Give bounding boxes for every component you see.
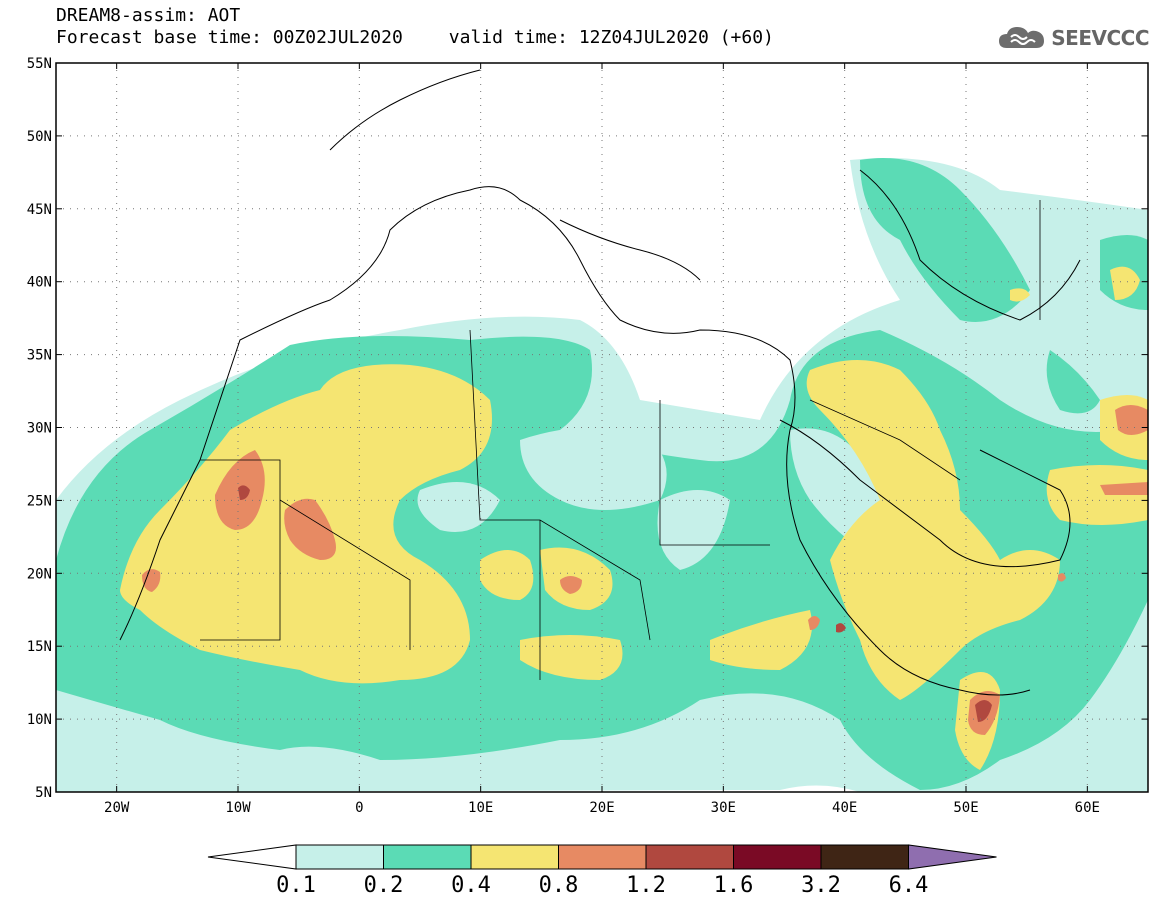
colorbar-bin	[820, 844, 909, 870]
colorbar-bin	[733, 844, 822, 870]
colorbar-bin	[470, 844, 559, 870]
base-time: Forecast base time: 00Z02JUL2020	[56, 27, 403, 48]
colorbar-label: 0.1	[276, 873, 316, 898]
lon-label: 40E	[832, 800, 857, 816]
lat-label: 25N	[27, 493, 52, 509]
colorbar-label: 0.2	[364, 873, 404, 898]
colorbar	[207, 844, 997, 870]
lon-label: 30E	[711, 800, 736, 816]
colorbar-label: 6.4	[889, 873, 929, 898]
lat-label: 10N	[27, 712, 52, 728]
graticule	[56, 62, 1148, 793]
aot-field	[56, 158, 1148, 792]
seevccc-logo: SEEVCCC	[997, 24, 1149, 52]
lat-label: 30N	[27, 421, 52, 437]
colorbar-over	[908, 844, 997, 870]
logo-text: SEEVCCC	[1051, 26, 1149, 50]
lon-label: 60E	[1075, 800, 1100, 816]
lon-label: 10E	[468, 800, 493, 816]
lat-label: 5N	[35, 785, 52, 801]
colorbar-label: 1.6	[714, 873, 754, 898]
latitude-labels: 55N 50N 45N 40N 35N 30N 25N 20N 15N 10N 5N	[27, 56, 52, 801]
lat-label: 35N	[27, 348, 52, 364]
longitude-labels: 20W 10W 0 10E 20E 30E 40E 50E 60E	[104, 800, 1100, 816]
lat-label: 15N	[27, 639, 52, 655]
colorbar-label: 0.4	[451, 873, 491, 898]
colorbar-label: 0.8	[539, 873, 579, 898]
valid-time: valid time: 12Z04JUL2020 (+60)	[448, 27, 774, 48]
lat-label: 20N	[27, 566, 52, 582]
country-borders	[200, 200, 1041, 680]
lat-label: 45N	[27, 202, 52, 218]
colorbar-bin	[645, 844, 734, 870]
map-title: DREAM8-assim: AOT	[56, 5, 241, 26]
lon-label: 10W	[225, 800, 251, 816]
forecast-times: Forecast base time: 00Z02JUL2020 valid ti…	[56, 28, 774, 48]
lon-label: 50E	[953, 800, 978, 816]
lat-label: 40N	[27, 275, 52, 291]
lon-label: 20W	[104, 800, 130, 816]
colorbar-label: 3.2	[801, 873, 841, 898]
cloud-icon	[999, 27, 1045, 48]
colorbar-bin	[383, 844, 472, 870]
lon-label: 20E	[589, 800, 614, 816]
colorbar-under	[207, 844, 297, 870]
lon-label: 0	[355, 800, 363, 816]
lat-label: 55N	[27, 56, 52, 72]
colorbar-bin	[295, 844, 384, 870]
aot-level-1.2	[238, 485, 992, 722]
lat-label: 50N	[27, 129, 52, 145]
colorbar-labels: 0.1 0.2 0.4 0.8 1.2 1.6 3.2 6.4	[276, 873, 928, 898]
colorbar-bin	[558, 844, 647, 870]
coastlines	[119, 69, 1081, 696]
colorbar-label: 1.2	[626, 873, 666, 898]
